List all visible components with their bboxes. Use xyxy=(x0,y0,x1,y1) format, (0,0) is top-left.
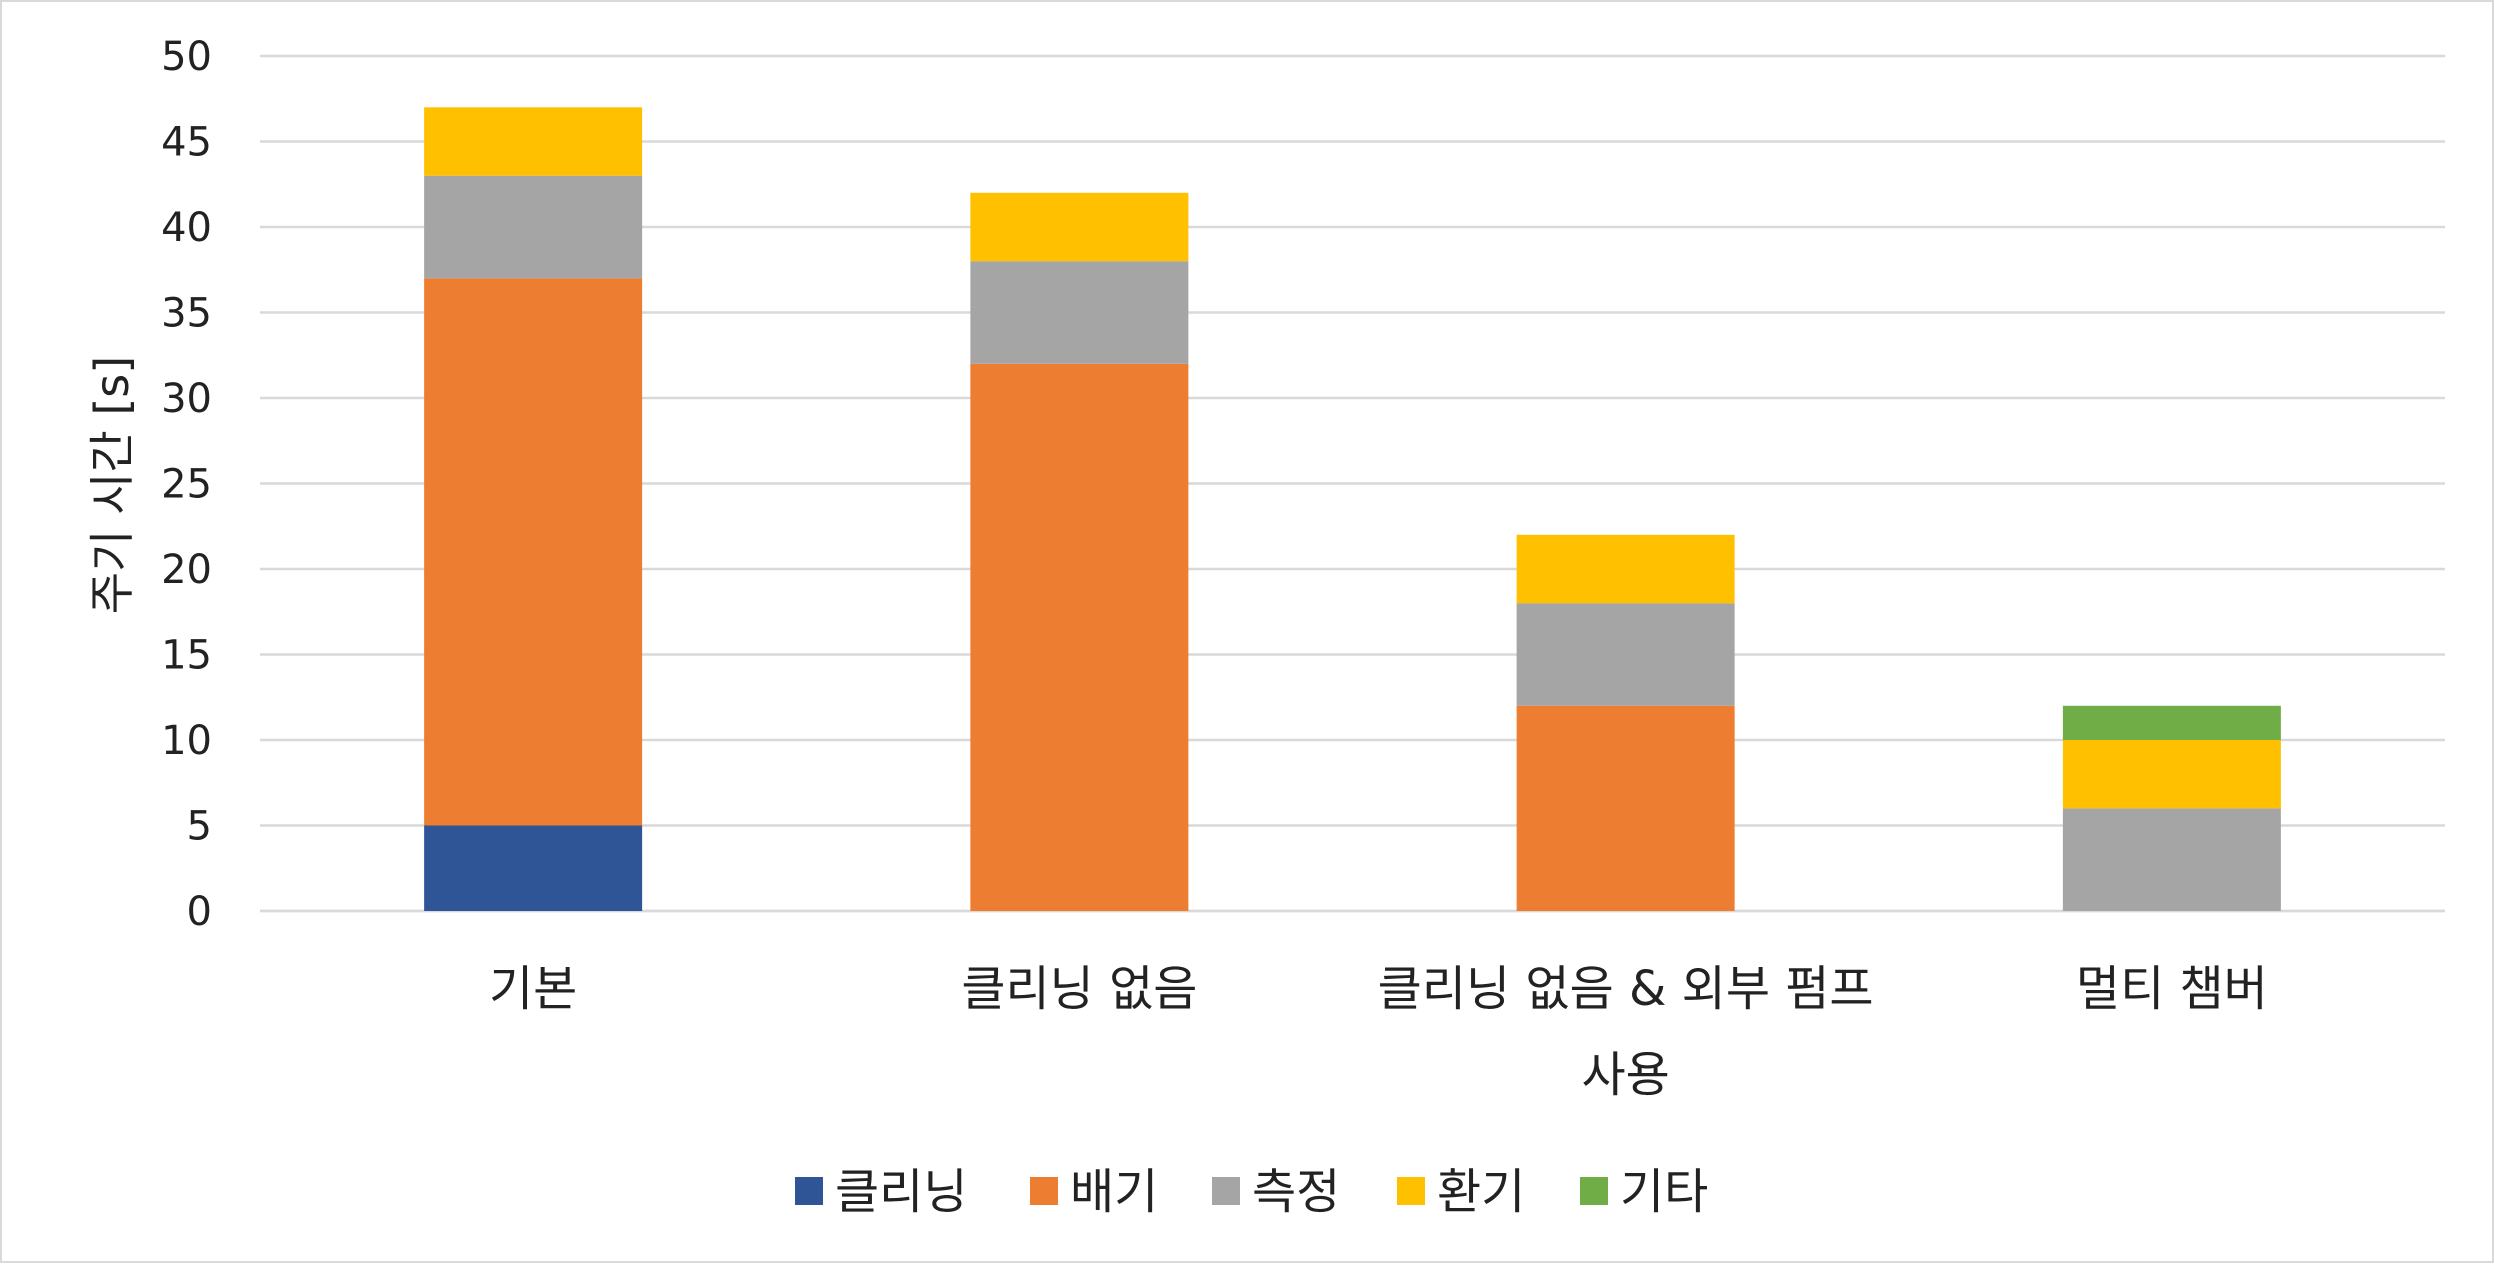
legend: 클리닝 배기 측정 환기 기타 xyxy=(795,1164,1708,1220)
x-category-label: 사용 xyxy=(1581,1047,1669,1103)
bars xyxy=(424,107,2281,911)
legend-swatch xyxy=(1580,1177,1608,1205)
y-tick-label: 10 xyxy=(161,718,212,764)
y-tick-label: 20 xyxy=(161,547,212,593)
legend-label: 측정 xyxy=(1252,1164,1340,1220)
y-tick-label: 50 xyxy=(161,34,212,80)
y-tick-label: 45 xyxy=(161,120,212,166)
y-tick-label: 30 xyxy=(161,376,212,422)
bar-segment-환기 xyxy=(424,107,643,176)
x-category-label: 기본 xyxy=(489,961,577,1017)
y-axis-title: 주기 시간 [s] xyxy=(85,356,139,614)
y-axis-ticks: 0 5 10 15 20 25 30 35 40 45 50 xyxy=(161,34,212,935)
legend-swatch xyxy=(795,1177,823,1205)
legend-label: 기타 xyxy=(1620,1164,1708,1220)
legend-label: 환기 xyxy=(1437,1164,1525,1220)
y-tick-label: 40 xyxy=(161,205,212,251)
bar-segment-환기 xyxy=(970,192,1189,262)
legend-swatch xyxy=(1030,1177,1058,1205)
y-tick-label: 5 xyxy=(187,804,212,850)
legend-label: 클리닝 xyxy=(835,1164,967,1220)
y-tick-label: 35 xyxy=(161,291,212,337)
y-tick-label: 25 xyxy=(161,462,212,508)
x-category-label: 클리닝 없음 & 외부 펌프 xyxy=(1378,961,1874,1017)
bar-segment-배기 xyxy=(424,278,643,826)
legend-swatch xyxy=(1212,1177,1240,1205)
bar-segment-측정 xyxy=(1516,603,1735,706)
x-category-label: 멀티 챔버 xyxy=(2076,961,2268,1017)
legend-label: 배기 xyxy=(1070,1164,1158,1220)
bar-segment-기타 xyxy=(2062,705,2281,740)
bar-segment-환기 xyxy=(2062,740,2281,809)
bar-segment-측정 xyxy=(2062,808,2281,911)
bar-segment-측정 xyxy=(970,261,1189,364)
bar-segment-측정 xyxy=(424,175,643,279)
x-category-label: 클리닝 없음 xyxy=(961,961,1197,1017)
y-tick-label: 0 xyxy=(187,889,212,935)
bar-segment-클리닝 xyxy=(424,825,643,911)
y-tick-label: 15 xyxy=(161,633,212,679)
bar-segment-환기 xyxy=(1516,534,1735,604)
bar-segment-배기 xyxy=(970,363,1189,911)
bar-segment-배기 xyxy=(1516,705,1735,911)
legend-swatch xyxy=(1397,1177,1425,1205)
